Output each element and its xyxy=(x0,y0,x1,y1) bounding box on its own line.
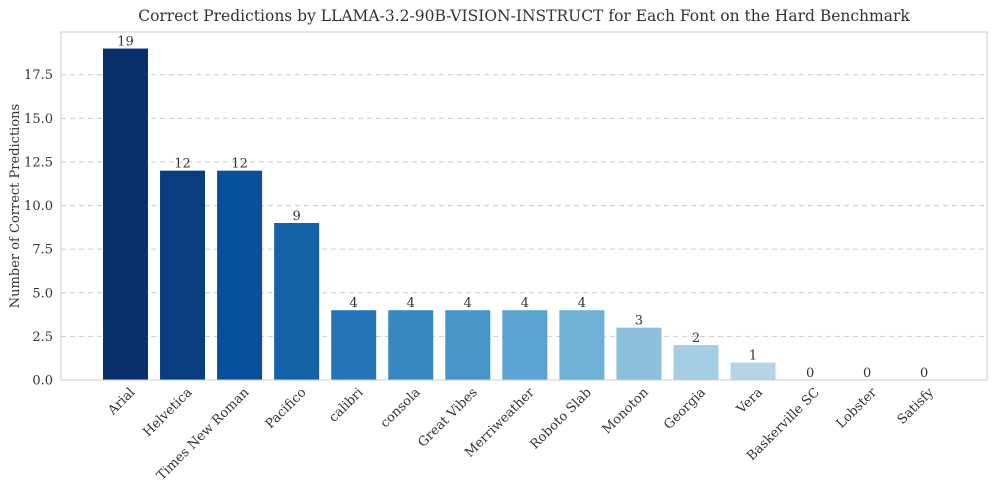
bar-value-label: 2 xyxy=(692,331,700,346)
x-tick-label: Arial xyxy=(105,385,139,419)
x-tick-label: Satisfy xyxy=(895,385,938,428)
bar-value-label: 4 xyxy=(578,296,586,311)
plot-frame xyxy=(60,31,988,381)
y-tick-label: 0.0 xyxy=(32,374,53,389)
y-tick-labels: 0.0 2.5 5.0 7.5 10.0 12.5 15.0 17.5 xyxy=(24,68,53,388)
bar xyxy=(730,362,776,380)
bar xyxy=(616,327,662,380)
bar-value-label: 4 xyxy=(350,296,358,311)
bar-value-label: 1 xyxy=(749,349,757,364)
bars xyxy=(103,48,776,380)
x-tick-label: Pacifico xyxy=(263,385,310,432)
y-tick-label: 15.0 xyxy=(24,112,53,127)
x-tick-label: Times New Roman xyxy=(154,385,253,484)
chart-title: Correct Predictions by LLAMA-3.2-90B-VIS… xyxy=(138,7,910,25)
bar xyxy=(331,310,377,380)
bar-value-label: 4 xyxy=(464,296,472,311)
bar xyxy=(160,170,206,380)
bar xyxy=(445,310,491,380)
bar-value-label: 4 xyxy=(521,296,529,311)
y-axis-label: Number of Correct Predictions xyxy=(8,104,23,308)
x-tick-label: Georgia xyxy=(661,385,709,433)
x-tick-label: Vera xyxy=(733,385,766,418)
data-labels: 19 12 12 9 4 4 4 4 4 3 2 1 0 0 0 xyxy=(117,35,928,381)
y-tick-label: 5.0 xyxy=(32,286,53,301)
x-tick-label: Roboto Slab xyxy=(527,385,594,452)
bar xyxy=(103,48,148,380)
gridlines xyxy=(61,74,987,337)
x-tick-label: Helvetica xyxy=(140,385,195,440)
y-tick-label: 17.5 xyxy=(24,68,53,83)
bar-value-label: 4 xyxy=(407,296,415,311)
bar-value-label: 19 xyxy=(117,35,134,50)
bar xyxy=(502,310,548,380)
y-tick-label: 10.0 xyxy=(24,199,53,214)
y-tick-label: 7.5 xyxy=(32,243,53,258)
bar xyxy=(274,223,320,380)
bar-value-label: 12 xyxy=(174,157,191,172)
bar-value-label: 0 xyxy=(920,366,928,381)
bar xyxy=(673,345,719,380)
y-tick-label: 2.5 xyxy=(32,330,53,345)
x-tick-label: consola xyxy=(378,385,424,431)
bar-value-label: 0 xyxy=(806,366,814,381)
x-tick-label: Lobster xyxy=(834,385,881,432)
bar xyxy=(388,310,434,380)
bar xyxy=(217,170,263,380)
bar-value-label: 3 xyxy=(635,314,643,329)
bar xyxy=(559,310,605,380)
x-tick-label: calibri xyxy=(326,385,366,425)
bar-value-label: 12 xyxy=(231,157,248,172)
bar-value-label: 0 xyxy=(863,366,871,381)
x-tick-label: Monoton xyxy=(600,385,653,438)
y-tick-label: 12.5 xyxy=(24,155,53,170)
bar-value-label: 9 xyxy=(293,209,301,224)
